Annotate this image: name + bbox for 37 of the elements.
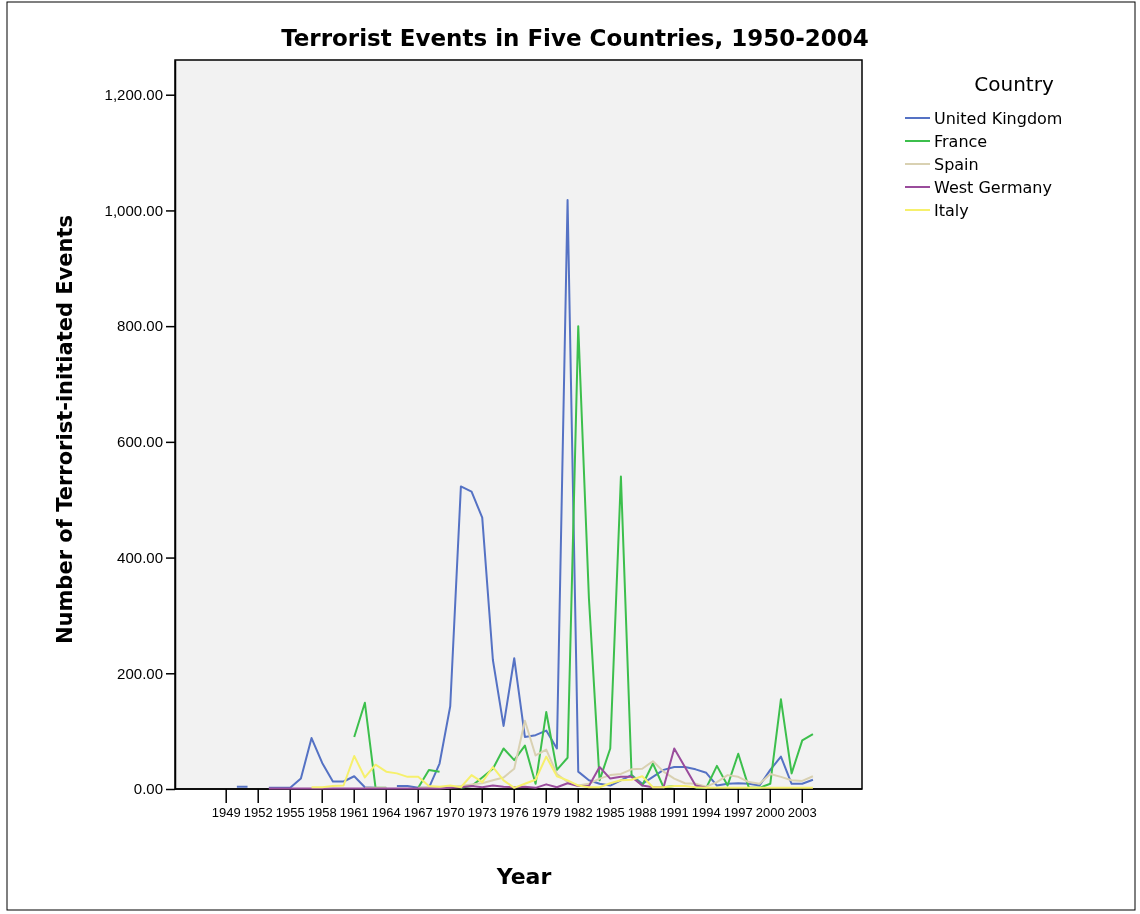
x-tick-label: 1997 xyxy=(723,805,753,820)
y-tick-label: 1,200.00 xyxy=(104,86,163,104)
legend-title: Country xyxy=(974,72,1054,96)
x-tick-label: 2000 xyxy=(755,805,785,820)
x-tick-label: 1976 xyxy=(499,805,529,820)
y-axis-title: Number of Terrorist-initiated Events xyxy=(53,214,77,645)
y-tick-label: 400.00 xyxy=(117,548,163,566)
x-axis-title: Year xyxy=(495,864,552,889)
legend-label: France xyxy=(934,132,988,151)
x-tick-label: 1967 xyxy=(403,805,433,820)
x-tick-label: 1979 xyxy=(531,805,561,820)
chart-title: Terrorist Events in Five Countries, 1950-2004 xyxy=(281,25,869,51)
x-tick-label: 1964 xyxy=(371,805,401,820)
y-tick-label: 1,000.00 xyxy=(104,201,163,219)
x-tick-label: 1955 xyxy=(275,805,305,820)
x-tick-label: 1973 xyxy=(467,805,497,820)
legend-label: United Kingdom xyxy=(934,109,1063,128)
y-tick-label: 200.00 xyxy=(117,664,163,682)
y-tick-label: 800.00 xyxy=(117,317,163,335)
legend-label: Spain xyxy=(934,155,979,174)
x-tick-label: 1952 xyxy=(243,805,273,820)
y-tick-label: 600.00 xyxy=(117,433,163,451)
x-tick-label: 1970 xyxy=(435,805,465,820)
y-tick-label: 0.00 xyxy=(133,780,163,798)
x-tick-label: 1958 xyxy=(307,805,337,820)
x-tick-label: 1985 xyxy=(595,805,625,820)
x-tick-label: 1961 xyxy=(339,805,369,820)
legend-label: West Germany xyxy=(934,178,1052,197)
x-tick-label: 2003 xyxy=(787,805,817,820)
x-tick-label: 1982 xyxy=(563,805,593,820)
legend-label: Italy xyxy=(934,201,969,220)
x-tick-label: 1949 xyxy=(211,805,241,820)
x-tick-label: 1988 xyxy=(627,805,657,820)
x-tick-label: 1991 xyxy=(659,805,689,820)
line-series xyxy=(267,747,708,790)
x-tick-label: 1994 xyxy=(691,805,721,820)
line-series xyxy=(310,755,814,789)
